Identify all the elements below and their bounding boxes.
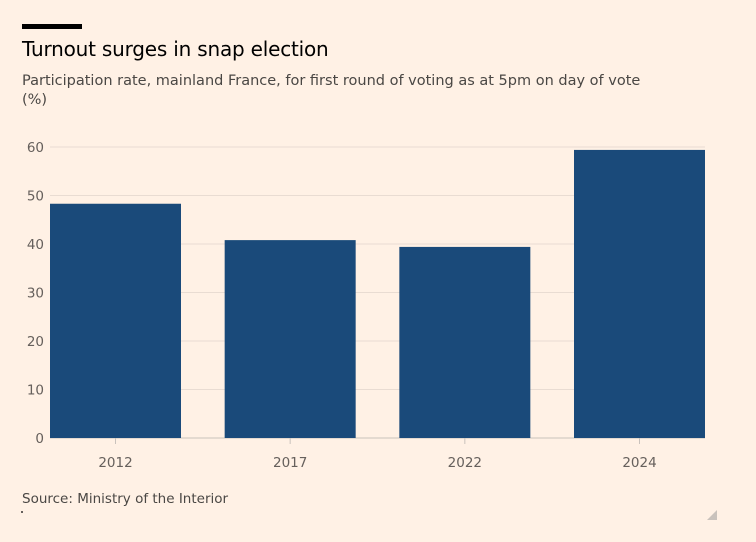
x-axis-ticks: 2012 2017 2022 2024	[98, 438, 657, 471]
bar-2012	[50, 203, 181, 438]
chart-subtitle: Participation rate, mainland France, for…	[22, 72, 662, 110]
y-tick-label: 60	[27, 140, 44, 156]
y-axis-ticks: 0 10 20 30 40 50 60	[27, 140, 44, 447]
subtitle-text: Participation rate, mainland France, for…	[22, 73, 641, 89]
bar-2024	[574, 149, 705, 438]
unit-label: (%)	[22, 92, 48, 108]
source-note: Source: Ministry of the Interior	[22, 491, 229, 507]
y-tick-label: 30	[27, 286, 44, 302]
bar-2022	[399, 246, 531, 438]
y-tick-label: 10	[27, 383, 44, 399]
bar-2017	[224, 240, 356, 438]
resize-handle-icon[interactable]	[707, 510, 717, 520]
y-tick-label: 50	[27, 189, 44, 205]
title-accent-bar	[22, 24, 82, 29]
y-tick-label: 20	[27, 334, 44, 350]
x-tick-label: 2024	[622, 455, 656, 471]
bars	[50, 149, 705, 438]
x-tick-label: 2017	[273, 455, 307, 471]
y-tick-label: 40	[27, 237, 44, 253]
footer-dot	[21, 511, 23, 513]
x-tick-label: 2022	[448, 455, 482, 471]
chart-title: Turnout surges in snap election	[22, 37, 329, 61]
x-tick-label: 2012	[98, 455, 132, 471]
y-tick-label: 0	[35, 431, 44, 447]
